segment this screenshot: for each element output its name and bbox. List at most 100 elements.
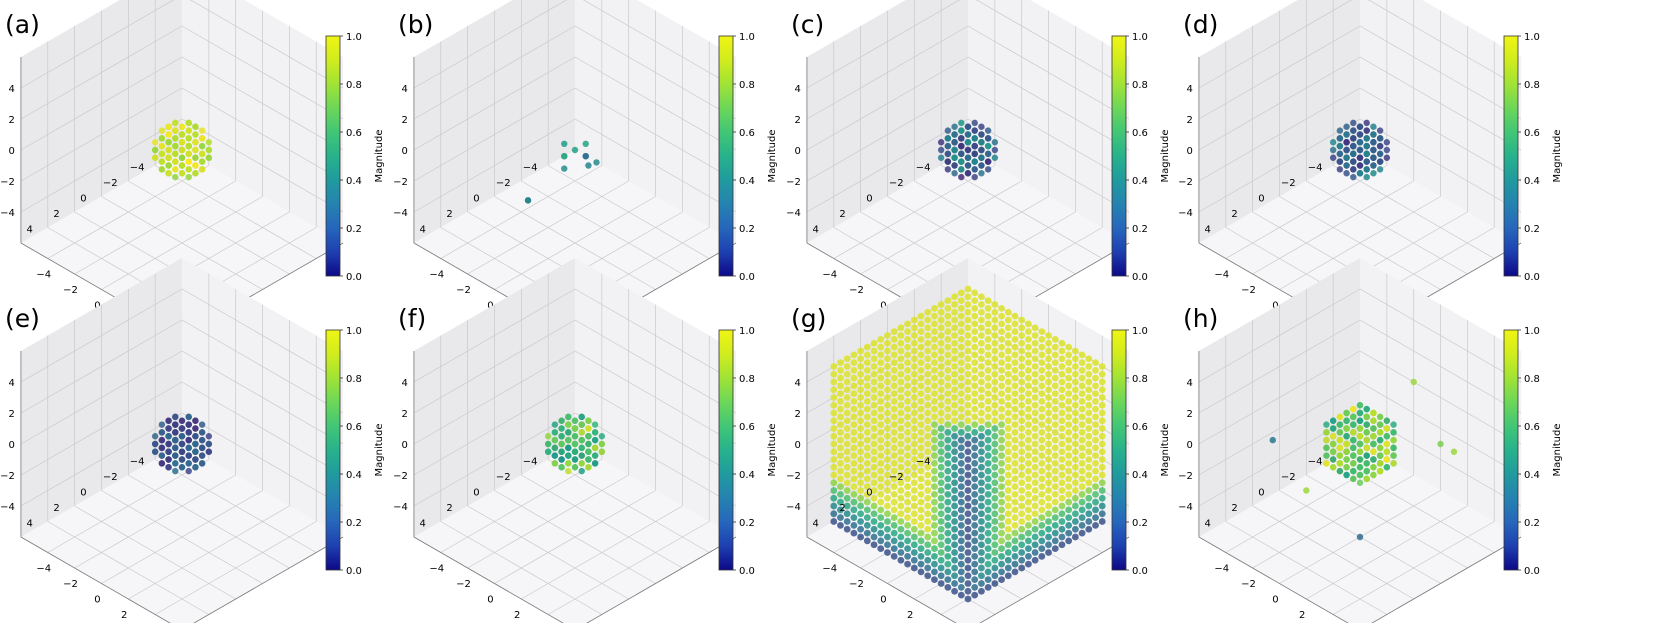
data-point <box>578 444 585 452</box>
grid-line <box>413 288 576 383</box>
data-point <box>1038 335 1046 343</box>
data-point <box>165 425 172 432</box>
data-point <box>1085 394 1093 401</box>
data-point <box>998 452 1005 460</box>
data-point <box>178 131 186 138</box>
data-point <box>991 301 999 308</box>
data-point <box>843 494 851 502</box>
data-point <box>1092 397 1099 405</box>
data-point <box>897 525 905 533</box>
data-point <box>1045 525 1052 533</box>
data-point <box>172 452 179 459</box>
data-point <box>1018 456 1026 463</box>
data-point <box>1051 359 1059 367</box>
data-point <box>924 409 932 417</box>
data-point <box>1065 413 1073 421</box>
data-point <box>984 490 992 498</box>
data-point <box>971 421 979 429</box>
data-point <box>931 397 938 405</box>
data-point <box>971 142 978 150</box>
data-point <box>857 347 865 355</box>
data-point <box>971 390 979 398</box>
data-point <box>1051 436 1059 444</box>
data-point <box>192 464 199 471</box>
data-point <box>558 425 565 432</box>
data-point <box>1376 158 1384 165</box>
colorbar-tick-label: 0.2 <box>1524 224 1540 235</box>
colorbar-label: Magnitude <box>1552 424 1563 477</box>
data-point <box>1098 502 1106 510</box>
data-point <box>877 475 885 483</box>
z-tick-label: −4 <box>0 502 15 513</box>
data-point <box>924 339 932 347</box>
data-point <box>978 448 985 456</box>
data-point <box>957 568 965 576</box>
data-point <box>565 429 572 436</box>
data-point <box>830 409 838 417</box>
data-point <box>1078 506 1086 514</box>
data-point <box>964 139 972 146</box>
data-point <box>158 127 166 134</box>
data-point <box>951 170 958 177</box>
data-point <box>904 320 911 328</box>
data-point <box>1336 467 1344 475</box>
data-point <box>978 370 985 378</box>
data-point <box>910 432 918 440</box>
data-point <box>957 366 965 374</box>
colorbar-tick-label: 0.0 <box>1524 272 1540 283</box>
data-point <box>843 487 851 494</box>
data-point <box>998 397 1005 405</box>
data-point <box>1038 545 1046 553</box>
data-point <box>1051 413 1059 421</box>
colorbar-tick-label: 0.4 <box>739 176 755 187</box>
data-point <box>1092 374 1099 382</box>
x-tick-label: 0 <box>473 194 479 205</box>
data-point <box>1018 425 1026 432</box>
z-tick-label: 2 <box>402 409 408 420</box>
panel-label: (e) <box>5 304 40 333</box>
data-point <box>944 490 952 498</box>
data-point <box>1031 339 1039 347</box>
data-point <box>964 386 972 394</box>
data-point <box>561 153 568 160</box>
data-point <box>1018 494 1026 502</box>
data-point <box>843 417 851 425</box>
data-point <box>591 444 599 452</box>
x-tick-label: 4 <box>813 225 819 236</box>
data-point <box>1376 166 1384 173</box>
data-point <box>870 417 878 425</box>
data-point <box>944 297 952 305</box>
data-point <box>877 335 885 343</box>
data-point <box>998 475 1005 483</box>
data-point <box>585 448 592 455</box>
data-point <box>1078 498 1086 506</box>
data-point <box>1051 374 1059 382</box>
y-tick-label: 0 <box>1272 594 1278 605</box>
data-point <box>1058 386 1066 394</box>
data-point <box>957 537 965 545</box>
data-point <box>904 366 911 374</box>
z-tick-label: −2 <box>1178 177 1193 188</box>
data-point <box>910 324 918 332</box>
data-point <box>951 510 958 518</box>
data-point <box>937 308 945 316</box>
data-point <box>931 459 938 467</box>
data-point <box>850 467 858 475</box>
data-point <box>1018 502 1026 510</box>
data-point <box>1031 370 1039 378</box>
colorbar-tick-label: 0.2 <box>739 224 755 235</box>
data-point <box>910 502 918 510</box>
scatter-points <box>1269 378 1458 541</box>
data-point <box>830 494 838 502</box>
data-point <box>578 460 585 467</box>
data-point <box>964 409 972 417</box>
data-point <box>931 552 938 560</box>
data-point <box>917 343 925 351</box>
data-point <box>978 301 985 308</box>
colorbar-tick-label: 0.2 <box>1132 518 1148 529</box>
data-point <box>890 483 898 491</box>
data-point <box>837 452 844 460</box>
z-tick-label: 0 <box>795 440 801 451</box>
data-point <box>1011 312 1019 320</box>
data-point <box>931 382 938 390</box>
